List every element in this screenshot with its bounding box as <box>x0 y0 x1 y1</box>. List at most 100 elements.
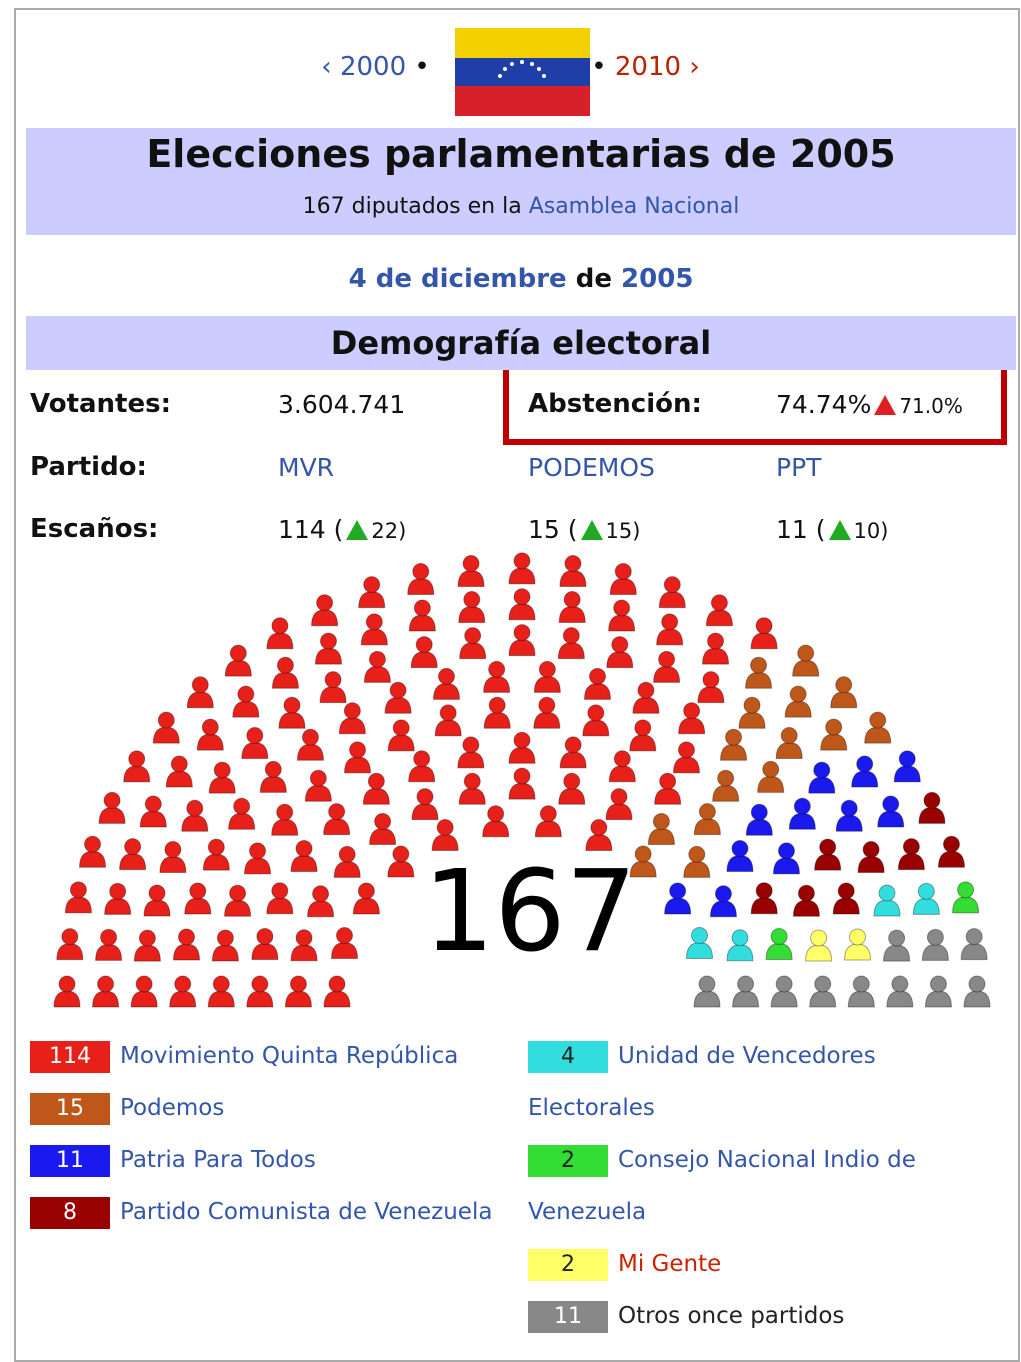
seat <box>509 732 535 763</box>
seat <box>212 930 238 961</box>
seat <box>586 819 612 850</box>
seat <box>324 976 350 1007</box>
seat <box>93 976 119 1007</box>
seat <box>305 770 331 801</box>
seat <box>673 742 699 773</box>
seat <box>272 804 298 835</box>
seat <box>739 697 765 728</box>
seat <box>610 563 636 594</box>
legend-swatch: 11 <box>30 1145 110 1177</box>
party[interactable]: PODEMOS <box>528 453 655 482</box>
seat <box>260 761 286 792</box>
legend-name[interactable]: Patria Para Todos <box>120 1147 316 1173</box>
seat <box>727 930 753 961</box>
seat <box>698 672 724 703</box>
seat <box>331 928 357 959</box>
seat <box>766 928 792 959</box>
seat <box>630 720 656 751</box>
seat <box>751 883 777 914</box>
seat <box>388 720 414 751</box>
seat <box>308 886 334 917</box>
subtitle-text: 167 diputados en la <box>303 194 522 219</box>
date-day[interactable]: 4 de diciembre <box>349 264 567 294</box>
seat <box>99 792 125 823</box>
abstention: 74.74%71.0% <box>776 390 963 419</box>
seat <box>964 976 990 1007</box>
abstention-change: 71.0% <box>899 394 963 418</box>
seat <box>120 839 146 870</box>
seat <box>187 677 213 708</box>
seat <box>746 804 772 835</box>
seat <box>706 595 732 626</box>
seats: 11 ( 10) <box>776 515 888 544</box>
seat <box>285 976 311 1007</box>
seat <box>583 705 609 736</box>
prev-arrow: ‹ <box>321 52 331 82</box>
seat <box>609 751 635 782</box>
seat <box>852 756 878 787</box>
legend-name[interactable]: Mi Gente <box>618 1251 721 1277</box>
seat <box>679 703 705 734</box>
up-arrow <box>346 520 368 540</box>
seat <box>297 729 323 760</box>
seats-change: 10) <box>854 519 889 543</box>
seat <box>687 928 713 959</box>
seats: 114 (22) <box>278 515 406 544</box>
seats-count: 11 ( <box>776 515 826 544</box>
legend-swatch: 2 <box>528 1249 608 1281</box>
seat <box>408 563 434 594</box>
seat <box>659 577 685 608</box>
seat <box>953 882 979 913</box>
up-arrow <box>874 395 896 415</box>
seat <box>411 637 437 668</box>
seats-change: 22) <box>371 519 406 543</box>
seat <box>710 886 736 917</box>
seat <box>170 976 196 1007</box>
seat <box>459 592 485 623</box>
subtitle-link[interactable]: Asamblea Nacional <box>529 194 740 219</box>
next-year[interactable]: 2010 <box>615 52 681 82</box>
seat <box>182 800 208 831</box>
prev-year[interactable]: 2000 <box>340 52 406 82</box>
seat <box>105 883 131 914</box>
seat <box>836 800 862 831</box>
party[interactable]: MVR <box>278 453 334 482</box>
legend-name[interactable]: Movimiento Quinta República <box>120 1043 458 1069</box>
party[interactable]: PPT <box>776 453 821 482</box>
legend-name[interactable]: Partido Comunista de Venezuela <box>120 1199 492 1225</box>
seat <box>559 592 585 623</box>
seat <box>233 686 259 717</box>
seat <box>57 929 83 960</box>
seat <box>758 761 784 792</box>
seat <box>727 841 753 872</box>
voters: 3.604.741 <box>278 390 405 419</box>
seat <box>370 813 396 844</box>
seat <box>894 751 920 782</box>
date: 4 de diciembre de 2005 <box>26 264 1016 294</box>
seat <box>878 796 904 827</box>
seat <box>363 773 389 804</box>
seat <box>409 751 435 782</box>
seat <box>252 928 278 959</box>
seat <box>919 792 945 823</box>
seat <box>694 804 720 835</box>
date-year[interactable]: 2005 <box>621 264 693 294</box>
seat <box>203 839 229 870</box>
seat <box>54 976 80 1007</box>
legend-name[interactable]: Otros once partidos <box>618 1303 844 1329</box>
seat <box>460 628 486 659</box>
seat <box>776 728 802 759</box>
up-arrow <box>581 520 603 540</box>
seat <box>922 929 948 960</box>
seat <box>225 645 251 676</box>
seat <box>279 697 305 728</box>
seat <box>140 796 166 827</box>
legend-name[interactable]: Podemos <box>120 1095 224 1121</box>
seat <box>315 633 341 664</box>
seat <box>291 841 317 872</box>
seat <box>654 651 680 682</box>
seat <box>160 842 186 873</box>
seat <box>320 672 346 703</box>
seat <box>131 976 157 1007</box>
